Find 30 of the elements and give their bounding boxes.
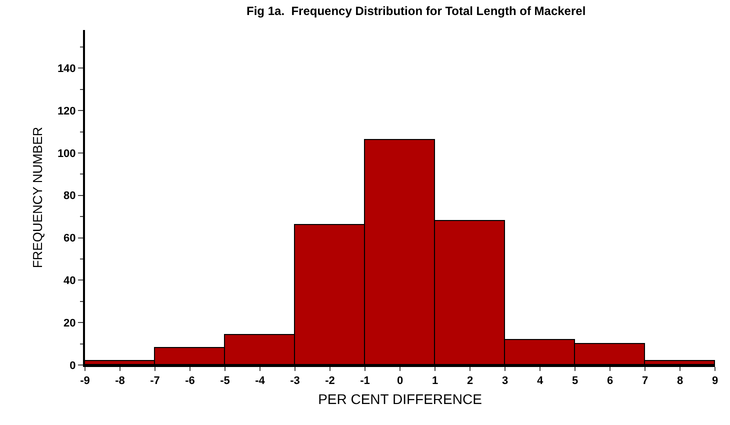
x-tick-label: 6	[606, 375, 614, 388]
chart-title: Fig 1a. Frequency Distribution for Total Length of Mackerel	[246, 4, 586, 18]
x-tick-label: 0	[396, 375, 404, 388]
x-tick-label: -2	[325, 375, 335, 388]
y-tick-label: 40	[64, 275, 76, 288]
y-tick-label: 120	[57, 105, 76, 118]
x-tick-label: -3	[290, 375, 300, 388]
x-tick-label: 7	[642, 375, 648, 388]
x-tick-label: -5	[220, 375, 230, 388]
y-tick-label: 20	[64, 317, 76, 330]
x-tick-label: 3	[502, 375, 508, 388]
y-axis-title: FREQUENCY NUMBER	[30, 126, 45, 268]
x-tick-label: -9	[80, 375, 90, 388]
x-tick-label: 1	[432, 375, 438, 388]
x-tick-label: 5	[572, 375, 578, 388]
x-tick-label: -8	[115, 375, 125, 388]
y-tick-label: 0	[70, 360, 76, 372]
x-tick-label: 8	[676, 375, 684, 388]
y-tick-label: 60	[64, 232, 76, 245]
y-tick-label: 100	[57, 148, 76, 160]
x-tick-label: 4	[536, 375, 544, 388]
x-tick-label: -4	[255, 375, 266, 388]
x-tick-label: -7	[150, 375, 160, 388]
x-tick-label: 9	[712, 375, 718, 388]
x-tick-label: 2	[466, 375, 474, 388]
x-tick-label: -6	[185, 375, 195, 388]
y-tick-label: 80	[64, 190, 76, 202]
x-axis-title: PER CENT DIFFERENCE	[318, 391, 482, 407]
x-tick-label: -1	[360, 375, 370, 388]
y-tick-label: 140	[57, 63, 76, 76]
